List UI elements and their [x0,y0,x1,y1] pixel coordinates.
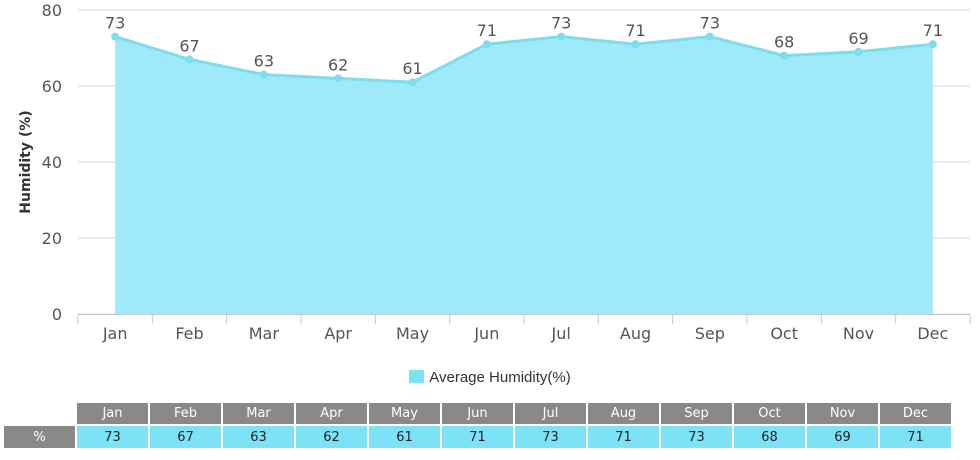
humidity-area-chart: 0 20 40 60 80 Humidity (%) Jan Feb Mar Apr May Jun J… [18,1,971,343]
table-header-cell: Dec [880,403,951,424]
data-label: 71 [625,21,645,40]
data-label: 71 [477,21,497,40]
data-label: 68 [774,33,794,52]
legend-swatch [409,370,425,383]
data-label: 63 [254,52,274,71]
y-tick-label: 40 [42,153,62,172]
table-header-cell: Nov [807,403,878,424]
data-point [334,74,343,83]
table-cell: 73 [77,424,148,448]
table-cell: 73 [661,424,732,448]
x-tick-label: Sep [695,324,725,343]
table-cell: 67 [150,424,221,448]
series-line [114,35,933,84]
data-point [111,32,120,41]
legend[interactable]: Average Humidity(%) [0,369,980,386]
table-header-cell: Jun [442,403,513,424]
data-table: Jan Feb Mar Apr May Jun Jul Aug Sep Oct Nov Dec % 73… [2,403,953,448]
y-tick-label: 0 [52,305,62,324]
x-tick-label: Dec [917,324,948,343]
x-tick-label: Oct [770,324,798,343]
table-header-cell: May [369,403,440,424]
data-point [854,47,863,56]
data-point [482,40,491,49]
x-tick-label: Jun [473,324,499,343]
data-point [705,32,714,41]
table-row: % 73 67 63 62 61 71 73 71 73 68 69 71 [4,424,951,448]
data-label: 73 [700,14,720,33]
table-header-cell: Oct [734,403,805,424]
table-header-cell: Jan [77,403,148,424]
table-cell: 62 [296,424,367,448]
x-tick-label: Jan [102,324,128,343]
x-tick-label: Mar [249,324,280,343]
table-cell: 63 [223,424,294,448]
table-cell: 73 [515,424,586,448]
table-cell: 69 [807,424,878,448]
legend-label: Average Humidity(%) [429,369,571,386]
table-header-cell: Feb [150,403,221,424]
table-cell: 68 [734,424,805,448]
table-header-cell: Aug [588,403,659,424]
data-point [631,40,640,49]
data-label: 71 [923,21,943,40]
data-point [408,78,417,87]
area-fill [115,36,933,314]
table-cell: 61 [369,424,440,448]
data-point [259,70,268,79]
data-label: 73 [105,14,125,33]
table-cell: 71 [880,424,951,448]
table-header-cell: Sep [661,403,732,424]
data-point [557,32,566,41]
x-tick-label: May [396,324,429,343]
table-cell: 71 [588,424,659,448]
table-cell: 71 [442,424,513,448]
data-label: 67 [179,36,199,55]
data-point [185,55,194,64]
data-label: 61 [402,59,422,78]
x-tick-label: Apr [324,324,352,343]
x-tick-label: Jul [551,324,571,343]
data-label: 69 [848,29,868,48]
table-row-label: % [4,424,75,448]
table-header-cell: Jul [515,403,586,424]
y-tick-label: 60 [42,77,62,96]
data-point [780,51,789,60]
data-point [928,40,937,49]
y-tick-label: 20 [42,229,62,248]
x-tick-label: Nov [843,324,874,343]
y-axis-title: Humidity (%) [18,110,34,213]
data-label: 73 [551,14,571,33]
data-label: 62 [328,55,348,74]
x-tick-label: Aug [620,324,651,343]
table-header-cell: Apr [296,403,367,424]
table-header-cell: Mar [223,403,294,424]
table-header-row: Jan Feb Mar Apr May Jun Jul Aug Sep Oct Nov Dec [4,403,951,424]
x-tick-label: Feb [175,324,203,343]
y-tick-label: 80 [42,1,62,20]
table-corner [4,403,75,424]
